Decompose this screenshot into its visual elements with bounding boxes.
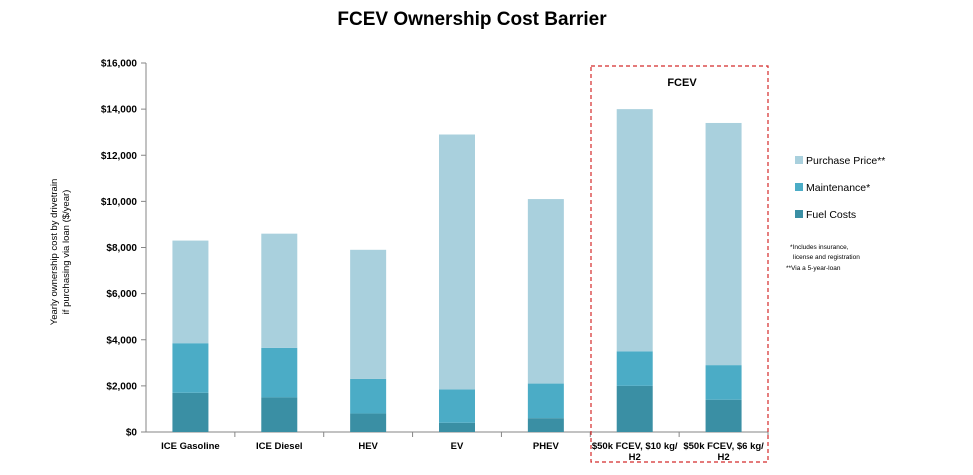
y-tick-label: $8,000 bbox=[106, 243, 137, 254]
legend-label: Maintenance* bbox=[806, 182, 870, 194]
y-tick-label: $10,000 bbox=[101, 197, 138, 208]
bar-segment bbox=[705, 122, 742, 366]
bar-segment bbox=[616, 351, 653, 386]
fcev-highlight: FCEV bbox=[590, 65, 769, 463]
fcev-highlight-box bbox=[590, 65, 769, 463]
bar-segment bbox=[616, 385, 653, 432]
y-tick-label: $16,000 bbox=[101, 59, 138, 70]
bar-segment bbox=[172, 343, 209, 393]
bar-segment bbox=[439, 422, 475, 432]
bar-segment bbox=[705, 365, 742, 400]
legend-swatch bbox=[795, 156, 803, 164]
bar-segment bbox=[350, 378, 387, 414]
bar-segment bbox=[527, 418, 564, 432]
fcev-highlight-label: FCEV bbox=[667, 77, 697, 89]
bar-segment bbox=[261, 233, 298, 348]
axes bbox=[141, 62, 769, 437]
x-tick-labels: ICE Gasoline ICE Diesel HEV EV PHEV $50k FCEV… bbox=[161, 441, 764, 463]
bar-segment bbox=[527, 199, 564, 384]
bar-segment bbox=[172, 392, 209, 432]
y-tick-label: $6,000 bbox=[106, 289, 137, 300]
x-tick-label: PHEV bbox=[533, 441, 560, 452]
bar-segment bbox=[350, 413, 387, 432]
legend-label: Purchase Price** bbox=[806, 155, 885, 167]
legend-swatch bbox=[795, 183, 803, 191]
y-axis-label-line-2: if purchasing via loan ($/year) bbox=[61, 190, 72, 315]
x-tick-label: $50k FCEV, $10 kg/ bbox=[592, 441, 678, 452]
bar-segment bbox=[705, 399, 742, 432]
bar-segment bbox=[439, 389, 475, 423]
legend: Purchase Price** Maintenance* Fuel Costs bbox=[795, 155, 885, 221]
x-tick-label: H2 bbox=[629, 452, 641, 463]
bar-segment bbox=[527, 383, 564, 419]
footnote-line-3: **Via a 5-year-loan bbox=[786, 265, 841, 272]
x-tick-label: H2 bbox=[717, 452, 729, 463]
x-tick-label: EV bbox=[451, 441, 464, 452]
bar-segment bbox=[172, 240, 209, 344]
bar-segment bbox=[261, 347, 298, 398]
y-tick-label: $4,000 bbox=[106, 335, 137, 346]
x-tick-label: HEV bbox=[358, 441, 378, 452]
chart-title: FCEV Ownership Cost Barrier bbox=[337, 9, 607, 30]
y-axis-label: Yearly ownership cost by drivetrain if p… bbox=[49, 179, 72, 325]
y-tick-labels: $0 $2,000 $4,000 $6,000 $8,000 $10,000 $12,000… bbox=[101, 59, 138, 439]
bar-segment bbox=[616, 109, 653, 352]
y-tick-label: $2,000 bbox=[106, 381, 137, 392]
bar-segment bbox=[261, 397, 298, 432]
x-tick-label: ICE Diesel bbox=[256, 441, 302, 452]
legend-label: Fuel Costs bbox=[806, 209, 856, 221]
bar-segment bbox=[350, 249, 387, 379]
bar-segment bbox=[439, 134, 475, 390]
x-tick-label: ICE Gasoline bbox=[161, 441, 220, 452]
y-tick-label: $12,000 bbox=[101, 151, 138, 162]
y-tick-label: $14,000 bbox=[101, 105, 138, 116]
footnote-line-2: license and registration bbox=[793, 254, 860, 261]
bars bbox=[172, 109, 742, 432]
footnote-line-1: *Includes insurance, bbox=[790, 244, 849, 251]
x-tick-label: $50k FCEV, $6 kg/ bbox=[683, 441, 764, 452]
y-axis-label-line-1: Yearly ownership cost by drivetrain bbox=[49, 179, 60, 325]
y-tick-label: $0 bbox=[126, 428, 138, 439]
legend-swatch bbox=[795, 210, 803, 218]
footnotes: *Includes insurance, license and registr… bbox=[786, 244, 860, 272]
